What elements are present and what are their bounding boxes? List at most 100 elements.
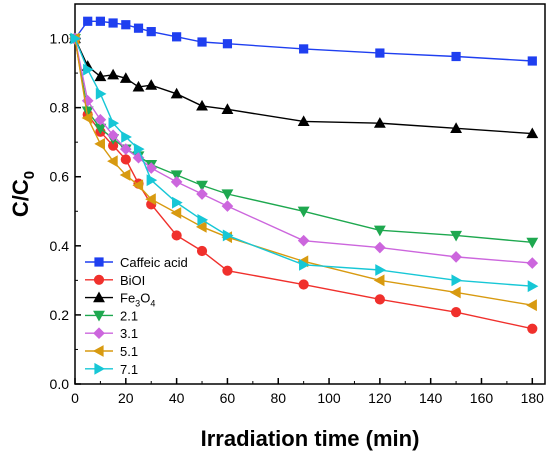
- data-point: [172, 196, 183, 209]
- legend-marker: [92, 345, 104, 357]
- series-line: [74, 38, 533, 264]
- axes: 0 20 40 60 80 100 120 140 160 180 0.0 0.2 0.4 0.6 0.8 1…: [50, 3, 545, 406]
- legend-label: 2.1: [120, 308, 138, 323]
- data-point: [170, 176, 183, 188]
- series-2: [69, 32, 539, 139]
- data-point: [221, 200, 234, 212]
- y-tick-label: 1.0: [50, 31, 70, 47]
- y-axis-title: C/C0: [8, 171, 38, 217]
- data-point: [70, 32, 82, 45]
- data-point: [299, 44, 309, 54]
- data-point: [145, 162, 158, 174]
- data-point: [221, 103, 234, 114]
- y-tick-label: 0.0: [50, 376, 70, 392]
- plot-frame: [74, 3, 546, 385]
- data-point: [222, 229, 234, 242]
- x-tick-label: 180: [521, 390, 545, 406]
- legend-entry: 7.1: [85, 362, 138, 377]
- series-layer: [68, 16, 539, 334]
- data-point: [132, 80, 145, 92]
- legend-entry: 3.1: [85, 326, 138, 341]
- data-point: [81, 112, 93, 124]
- data-point: [107, 68, 120, 80]
- x-tick-label: 160: [470, 390, 494, 406]
- data-point: [146, 174, 158, 187]
- data-point: [526, 299, 537, 312]
- data-point: [121, 20, 131, 30]
- y-tick-label: 0.8: [50, 100, 70, 116]
- data-point: [121, 131, 132, 143]
- legend-label: Caffeic acid: [120, 255, 188, 270]
- data-point: [297, 206, 310, 218]
- data-point: [94, 113, 107, 126]
- x-axis-title: Irradiation time (min): [201, 426, 420, 451]
- series-5: [68, 32, 537, 312]
- data-point: [197, 37, 207, 47]
- legend-marker: [93, 310, 105, 322]
- data-point: [170, 207, 182, 219]
- y-tick-label: 0.6: [50, 169, 70, 185]
- data-point: [146, 27, 156, 37]
- legend-marker: [94, 362, 106, 375]
- legend-label: 3.1: [120, 326, 138, 341]
- data-point: [527, 56, 537, 66]
- data-point: [120, 154, 131, 165]
- data-point: [119, 72, 132, 83]
- data-point: [133, 23, 144, 33]
- x-tick-label: 40: [169, 390, 185, 406]
- data-point: [197, 213, 209, 226]
- data-point: [170, 87, 183, 99]
- series-line: [74, 38, 533, 287]
- legend-label: BiOI: [120, 273, 145, 288]
- legend-entry: BiOI: [85, 273, 145, 288]
- data-point: [527, 280, 539, 293]
- data-point: [83, 16, 93, 26]
- legend-marker: [93, 291, 105, 303]
- data-point: [451, 274, 463, 287]
- data-point: [119, 169, 131, 181]
- data-point: [373, 274, 385, 287]
- axis-titles: Irradiation time (min) C/C0: [8, 171, 419, 451]
- data-point: [374, 294, 385, 305]
- series-3: [69, 33, 539, 249]
- y-tick-label: 0.4: [50, 238, 70, 254]
- data-point: [451, 51, 461, 62]
- data-point: [133, 143, 145, 156]
- legend-marker: [93, 274, 105, 285]
- data-point: [450, 251, 462, 263]
- data-point: [145, 79, 158, 90]
- data-point: [196, 180, 208, 192]
- data-point: [108, 18, 118, 28]
- data-point: [145, 193, 156, 206]
- series-6: [70, 32, 539, 293]
- legend-marker: [94, 257, 104, 267]
- data-point: [374, 241, 386, 254]
- legend-label: 7.1: [120, 362, 138, 377]
- data-point: [373, 117, 386, 128]
- data-point: [450, 230, 463, 242]
- data-point: [526, 127, 539, 139]
- data-point: [526, 237, 539, 249]
- series-0: [70, 16, 537, 66]
- data-point: [450, 307, 462, 318]
- data-point: [298, 279, 309, 290]
- legend-label: 5.1: [120, 344, 138, 359]
- x-tick-label: 120: [368, 390, 392, 406]
- data-point: [107, 129, 119, 142]
- x-tick-label: 80: [270, 390, 286, 406]
- data-point: [94, 70, 107, 82]
- legend-entry: Caffeic acid: [85, 255, 188, 270]
- data-point: [222, 39, 233, 49]
- data-point: [297, 234, 310, 247]
- legend-entry: 2.1: [85, 308, 138, 323]
- data-point: [108, 117, 120, 130]
- data-point: [373, 225, 386, 237]
- data-point: [196, 99, 208, 111]
- legend-label: Fe3O4: [120, 291, 155, 309]
- data-point: [95, 16, 106, 26]
- data-point: [94, 137, 106, 150]
- data-point: [297, 115, 310, 127]
- data-point: [195, 220, 207, 233]
- legend-entry: 5.1: [85, 344, 138, 359]
